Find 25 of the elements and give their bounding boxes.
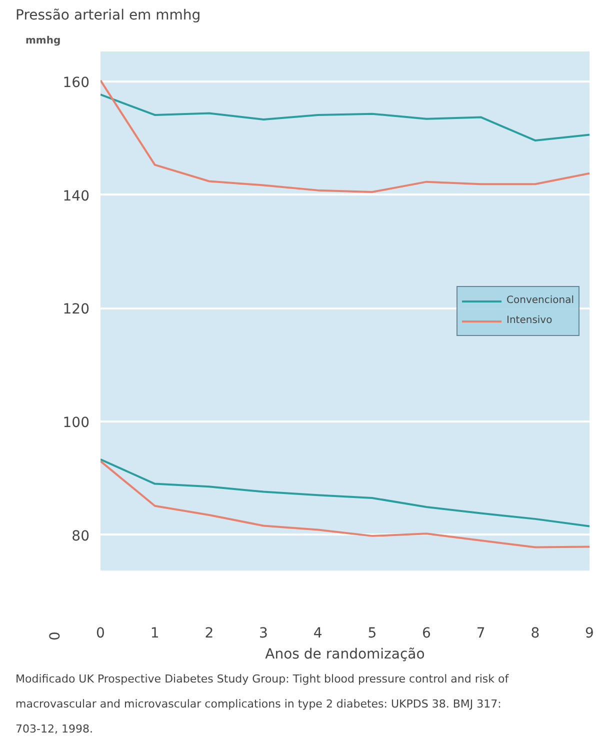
y-tick-label: 80: [72, 528, 90, 544]
x-axis-title: Anos de randomização: [265, 646, 425, 662]
y-tick-label: 160: [62, 75, 90, 92]
x-tick-label: 6: [422, 626, 432, 642]
legend-label: Intensivo: [506, 315, 552, 326]
y-axis-title: mmhg: [26, 36, 61, 46]
legend-label: Convencional: [506, 295, 574, 306]
y-tick-label: 140: [62, 188, 90, 204]
line-series: [100, 94, 590, 142]
x-tick-label: 4: [313, 626, 322, 642]
line-series: [100, 458, 590, 528]
text: Modificado UK Prospective Diabetes Study Group: Tight blood pressure control and risk of macrovascular and microvascular complications in type 2 diabetes: UKPDS 38. BMJ 317: 703-12, 1998.: [16, 672, 510, 736]
x-tick-label: 0: [96, 626, 105, 642]
x-tick-label: 3: [259, 626, 268, 642]
y-tick-label: 100: [62, 414, 90, 431]
x-tick-label: 9: [585, 626, 594, 642]
x-tick-label: 7: [476, 626, 486, 642]
x-tick-label: 1: [150, 626, 160, 642]
chart-title: Pressão arterial em mmhg: [16, 8, 201, 24]
x-tick-label: 8: [530, 626, 540, 642]
line-series: [100, 460, 590, 548]
x-tick-label: 2: [204, 626, 214, 642]
x-tick-label: 5: [368, 626, 377, 642]
y-tick-label: 120: [62, 302, 90, 318]
line-series: [100, 79, 590, 194]
